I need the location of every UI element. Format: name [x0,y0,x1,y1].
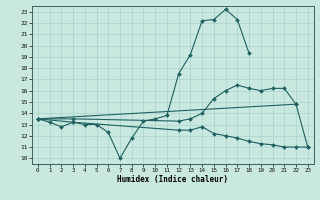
X-axis label: Humidex (Indice chaleur): Humidex (Indice chaleur) [117,175,228,184]
